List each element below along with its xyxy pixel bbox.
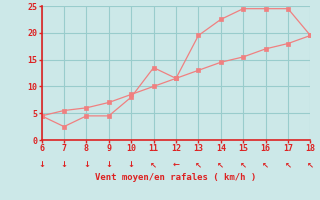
Text: ↓: ↓ (60, 160, 68, 169)
Text: ↓: ↓ (83, 160, 90, 169)
Text: ↖: ↖ (150, 160, 157, 169)
Text: ↓: ↓ (38, 160, 45, 169)
Text: ↖: ↖ (284, 160, 292, 169)
Text: ↖: ↖ (307, 160, 314, 169)
Text: ↖: ↖ (262, 160, 269, 169)
Text: ↖: ↖ (195, 160, 202, 169)
Text: ←: ← (172, 160, 180, 169)
Text: ↓: ↓ (128, 160, 135, 169)
X-axis label: Vent moyen/en rafales ( km/h ): Vent moyen/en rafales ( km/h ) (95, 173, 257, 182)
Text: ↓: ↓ (105, 160, 112, 169)
Text: ↖: ↖ (240, 160, 247, 169)
Text: ↖: ↖ (217, 160, 224, 169)
